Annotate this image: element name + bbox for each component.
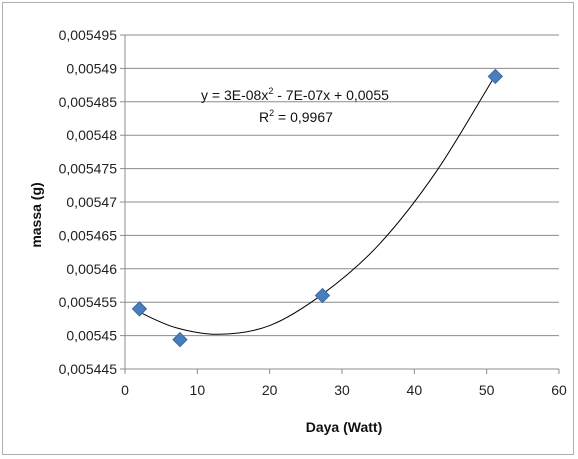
data-point-diamond	[314, 287, 331, 304]
axes	[120, 34, 560, 374]
y-tick-label: 0,00548	[66, 127, 117, 143]
y-tick-label: 0,005465	[59, 227, 118, 243]
x-tick-label: 60	[551, 382, 567, 398]
r2-base: R	[259, 109, 269, 125]
x-tick-label: 20	[262, 382, 278, 398]
gridlines	[125, 34, 559, 370]
y-axis-title: massa (g)	[28, 182, 44, 247]
equation-base: y = 3E-08x	[201, 87, 268, 103]
x-tick-labels: 0 10 20 30 40 50 60	[121, 382, 567, 398]
r2-rest: = 0,9967	[274, 109, 333, 125]
data-points	[131, 68, 504, 348]
y-tick-label: 0,005445	[59, 361, 118, 377]
equation-superscript: 2	[268, 86, 273, 96]
data-point-diamond	[487, 68, 504, 85]
trendline-equation: y = 3E-08x2 - 7E-07x + 0,0055	[201, 86, 389, 103]
scatter-chart: 0,005445 0,00545 0,005455 0,00546 0,005465 0,…	[28, 27, 567, 435]
chart-frame: 0,005445 0,00545 0,005455 0,00546 0,005465 0,…	[2, 2, 574, 455]
y-tick-label: 0,005495	[59, 27, 118, 43]
data-point-diamond	[131, 301, 148, 317]
equation-rest: - 7E-07x + 0,0055	[273, 87, 389, 103]
r-squared-label: R2 = 0,9967	[259, 108, 333, 125]
y-tick-label: 0,005455	[59, 294, 118, 310]
r2-superscript: 2	[269, 108, 274, 118]
data-point-diamond	[172, 331, 188, 348]
y-tick-label: 0,00545	[66, 328, 117, 344]
x-tick-label: 30	[334, 382, 350, 398]
y-tick-label: 0,005475	[59, 161, 118, 177]
polynomial-trendline	[139, 74, 496, 335]
y-tick-label: 0,00547	[66, 194, 117, 210]
x-tick-label: 10	[190, 382, 206, 398]
x-tick-label: 50	[479, 382, 495, 398]
y-tick-label: 0,005485	[59, 94, 118, 110]
y-tick-label: 0,00546	[66, 261, 117, 277]
x-tick-label: 0	[121, 382, 129, 398]
x-axis-title: Daya (Watt)	[306, 419, 383, 435]
y-tick-labels: 0,005445 0,00545 0,005455 0,00546 0,005465 0,…	[59, 27, 118, 377]
x-tick-label: 40	[407, 382, 423, 398]
y-tick-label: 0,00549	[66, 60, 117, 76]
